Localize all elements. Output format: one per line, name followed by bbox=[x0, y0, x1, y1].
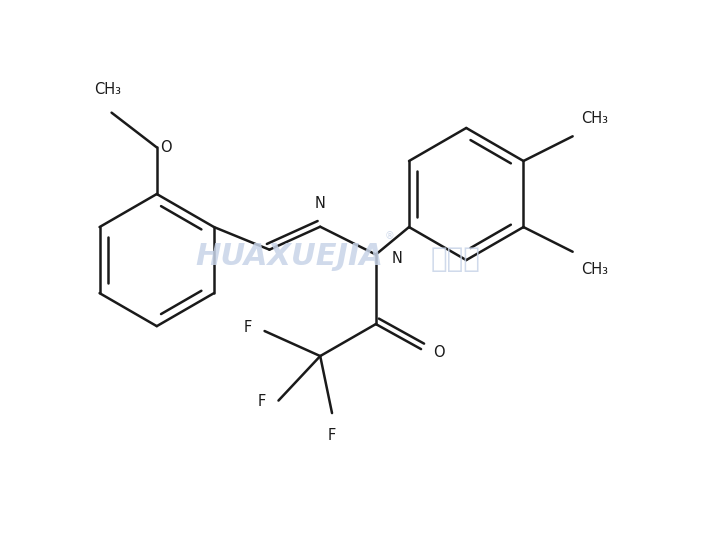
Text: HUAXUEJIA: HUAXUEJIA bbox=[195, 242, 383, 271]
Text: CH₃: CH₃ bbox=[581, 262, 608, 277]
Text: O: O bbox=[434, 345, 445, 360]
Text: CH₃: CH₃ bbox=[95, 82, 122, 98]
Text: F: F bbox=[258, 395, 266, 409]
Text: F: F bbox=[244, 320, 252, 335]
Text: CH₃: CH₃ bbox=[581, 111, 608, 126]
Text: O: O bbox=[160, 140, 172, 155]
Text: F: F bbox=[328, 429, 336, 443]
Text: 化学加: 化学加 bbox=[431, 245, 481, 273]
Text: N: N bbox=[391, 250, 402, 265]
Text: ®: ® bbox=[385, 231, 394, 241]
Text: N: N bbox=[315, 196, 325, 212]
